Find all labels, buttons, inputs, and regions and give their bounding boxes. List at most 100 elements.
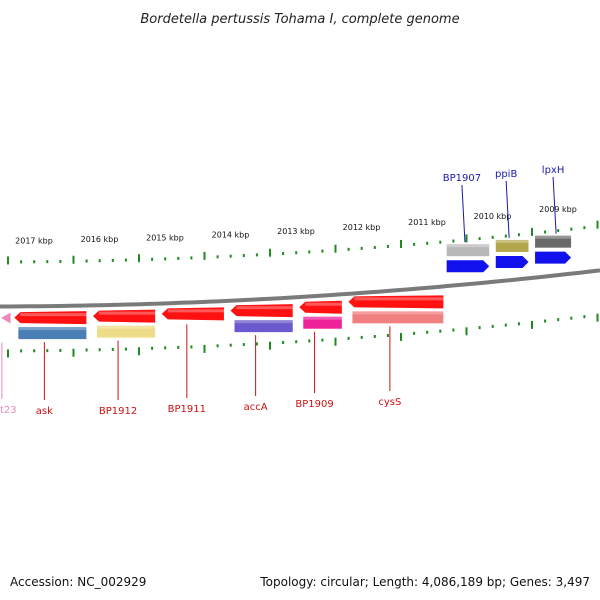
minor-tick [85,259,88,263]
gene-label[interactable]: cysS [378,397,401,408]
gene-labels: BPt23 ask BP1912 BP1911 accA BP1909 cysS BP1907… [0,165,564,417]
minor-tick [177,345,180,349]
forward-feature-block[interactable] [446,244,490,257]
minor-tick [190,256,193,260]
gene-leader-line [552,176,557,234]
minor-tick [242,254,245,258]
reverse-gene-arrow[interactable] [230,304,293,318]
major-tick [400,239,402,248]
forward-gene-arrow[interactable] [495,255,529,268]
major-tick [269,341,271,350]
minor-tick [111,258,114,262]
minor-tick [151,346,154,350]
minor-tick [321,338,324,342]
major-tick [203,344,206,353]
minor-tick [347,336,350,340]
minor-tick [386,333,389,337]
forward-gene-arrow[interactable] [535,251,572,264]
map-title: Bordetella pertussis Tohama I, complete … [140,12,459,27]
gene-label[interactable]: BPt23 [0,405,17,416]
reverse-feature-block[interactable] [96,325,156,338]
major-tick [596,220,599,229]
minor-tick [164,257,167,261]
gene-highlight [167,309,224,313]
major-tick [138,254,140,263]
topology-summary: Topology: circular; Length: 4,086,189 bp… [260,575,590,589]
major-tick [138,347,140,356]
minor-tick [570,227,573,231]
forward-gene-arrow[interactable] [446,260,490,273]
gene-label[interactable]: BP1907 [443,173,481,184]
reverse-feature-block[interactable] [303,316,342,329]
reverse-gene-arrow[interactable] [92,309,156,323]
forward-feature-block[interactable] [535,235,572,248]
feature-highlight [535,235,572,239]
minor-tick [517,322,520,326]
gene-highlight [305,302,342,306]
major-tick [269,248,271,257]
gene-label[interactable]: lpxH [542,165,565,176]
minor-tick [570,316,573,320]
minor-tick [46,260,49,264]
major-tick [465,234,468,243]
minor-tick [583,315,586,319]
forward-strand [446,235,572,273]
reverse-gene-arrow[interactable] [1,312,11,324]
minor-tick [439,329,442,333]
minor-tick [360,335,363,339]
reverse-gene-arrow[interactable] [348,295,444,309]
forward-feature-block[interactable] [495,239,529,252]
minor-tick [33,349,36,353]
accession-text: Accession: NC_002929 [10,575,147,589]
minor-tick [308,339,311,343]
minor-tick [373,334,376,338]
gene-label[interactable]: ask [36,406,53,417]
minor-tick [386,244,389,248]
major-tick [334,337,337,346]
kbp-tick-label: 2011 kbp [408,218,446,227]
minor-tick [164,346,167,350]
gene-highlight [354,297,444,301]
minor-tick [98,259,101,263]
gene-highlight [20,313,87,317]
minor-tick [295,251,298,255]
major-tick [203,251,206,260]
inner-tick-track [7,313,599,358]
reverse-gene-arrow[interactable] [14,311,87,325]
minor-tick [295,340,298,344]
minor-tick [478,326,481,330]
minor-tick [124,347,127,351]
gene-label[interactable]: BP1912 [99,406,137,417]
minor-tick [426,241,429,245]
kbp-tick-label: 2010 kbp [474,212,512,221]
minor-tick [557,318,560,322]
minor-tick [59,259,62,263]
reverse-feature-block[interactable] [18,327,87,340]
minor-tick [98,348,101,352]
reverse-feature-block[interactable] [234,320,293,333]
gene-label[interactable]: accA [244,402,268,413]
minor-tick [452,239,455,243]
reverse-feature-block[interactable] [352,311,444,324]
minor-tick [216,344,219,348]
minor-tick [190,345,193,349]
minor-tick [33,260,36,264]
gene-highlight [98,311,156,315]
minor-tick [151,257,154,261]
minor-tick [517,233,520,237]
kbp-tick-label: 2012 kbp [343,223,381,232]
feature-highlight [303,316,342,320]
minor-tick [360,246,363,250]
gene-label[interactable]: ppiB [495,169,517,180]
minor-tick [347,247,350,251]
reverse-gene-arrow[interactable] [299,300,342,314]
reverse-gene-arrow[interactable] [161,307,224,321]
minor-tick [544,230,547,234]
minor-tick [413,331,416,335]
minor-tick [111,347,114,351]
gene-label[interactable]: BP1909 [295,399,333,410]
kbp-labels: 2017 kbp 2016 kbp 2015 kbp 2014 kbp 2013 kbp… [15,205,577,245]
gene-label[interactable]: BP1911 [168,404,206,415]
minor-tick [124,258,127,262]
